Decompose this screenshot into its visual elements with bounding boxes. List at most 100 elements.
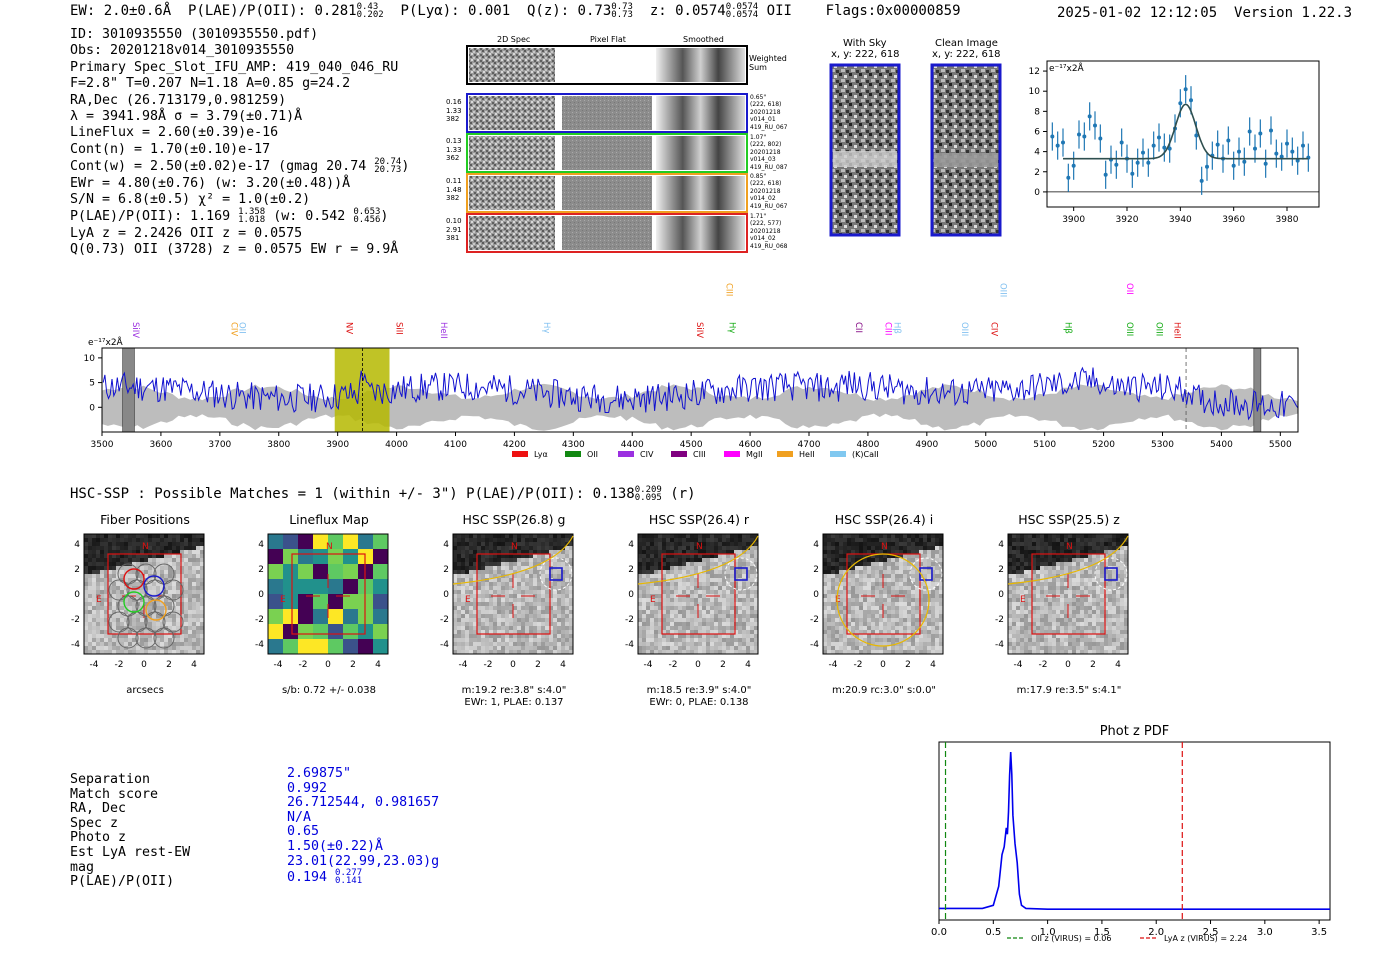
image-pixel xyxy=(750,550,754,554)
image-pixel xyxy=(1080,538,1084,542)
image-pixel xyxy=(509,594,513,598)
fiber-circle xyxy=(108,611,130,633)
image-pixel xyxy=(116,642,120,646)
image-pixel xyxy=(658,594,662,598)
image-pixel xyxy=(529,578,533,582)
image-pixel xyxy=(646,606,650,610)
image-pixel xyxy=(638,638,642,642)
image-pixel xyxy=(718,558,722,562)
image-pixel xyxy=(565,574,569,578)
image-pixel xyxy=(899,558,903,562)
image-pixel xyxy=(851,614,855,618)
image-pixel xyxy=(172,626,176,630)
image-pixel xyxy=(1104,614,1108,618)
image-pixel xyxy=(1104,650,1108,654)
image-pixel xyxy=(553,614,557,618)
spectrum-line-id: OII xyxy=(1124,283,1134,295)
image-pixel xyxy=(497,614,501,618)
image-pixel xyxy=(690,634,694,638)
image-pixel xyxy=(1072,638,1076,642)
image-pixel xyxy=(124,630,128,634)
image-pixel xyxy=(1084,602,1088,606)
image-pixel xyxy=(935,646,939,650)
image-pixel xyxy=(200,626,204,630)
image-pixel xyxy=(843,606,847,610)
image-pixel xyxy=(871,630,875,634)
image-pixel xyxy=(453,546,457,550)
image-pixel xyxy=(831,614,835,618)
image-pixel xyxy=(843,598,847,602)
lineflux-cell xyxy=(328,639,343,654)
image-pixel xyxy=(730,578,734,582)
image-pixel xyxy=(497,622,501,626)
image-pixel xyxy=(746,550,750,554)
image-pixel xyxy=(461,602,465,606)
image-pixel xyxy=(505,574,509,578)
aperture-box xyxy=(476,553,551,635)
image-pixel xyxy=(1008,558,1012,562)
image-pixel xyxy=(694,598,698,602)
image-pixel xyxy=(706,538,710,542)
image-pixel xyxy=(116,622,120,626)
image-pixel xyxy=(1036,534,1040,538)
image-pixel xyxy=(1016,594,1020,598)
image-pixel xyxy=(883,626,887,630)
image-pixel xyxy=(823,606,827,610)
image-pixel xyxy=(738,602,742,606)
image-pixel xyxy=(168,650,172,654)
image-pixel xyxy=(1116,546,1120,550)
image-pixel xyxy=(666,542,670,546)
image-pixel xyxy=(867,570,871,574)
image-pixel xyxy=(1076,582,1080,586)
image-pixel xyxy=(164,634,168,638)
image-pixel xyxy=(1080,550,1084,554)
image-pixel xyxy=(469,538,473,542)
image-pixel xyxy=(670,606,674,610)
image-pixel xyxy=(923,590,927,594)
image-pixel xyxy=(726,622,730,626)
image-pixel xyxy=(919,646,923,650)
image-pixel xyxy=(513,554,517,558)
image-pixel xyxy=(823,582,827,586)
image-pixel xyxy=(646,630,650,634)
image-pixel xyxy=(457,618,461,622)
image-pixel xyxy=(674,534,678,538)
image-pixel xyxy=(1016,550,1020,554)
image-pixel xyxy=(152,582,156,586)
image-pixel xyxy=(525,614,529,618)
image-pixel xyxy=(839,610,843,614)
image-pixel xyxy=(537,626,541,630)
image-pixel xyxy=(1068,566,1072,570)
info-radec: RA,Dec (26.713179,0.981259) xyxy=(70,92,287,108)
image-pixel xyxy=(871,582,875,586)
lineflux-cell xyxy=(358,639,373,654)
image-pixel xyxy=(557,622,561,626)
image-pixel xyxy=(654,646,658,650)
lineflux-cell xyxy=(328,609,343,624)
image-pixel xyxy=(100,554,104,558)
image-pixel xyxy=(1088,646,1092,650)
image-pixel xyxy=(638,562,642,566)
image-pixel xyxy=(879,626,883,630)
image-pixel xyxy=(164,650,168,654)
image-pixel xyxy=(529,574,533,578)
image-pixel xyxy=(172,594,176,598)
image-pixel xyxy=(746,598,750,602)
image-pixel xyxy=(112,606,116,610)
image-pixel xyxy=(1100,538,1104,542)
image-pixel xyxy=(453,622,457,626)
image-pixel xyxy=(750,578,754,582)
image-pixel xyxy=(927,642,931,646)
image-pixel xyxy=(1060,554,1064,558)
image-pixel xyxy=(509,546,513,550)
image-pixel xyxy=(88,590,92,594)
image-pixel xyxy=(196,582,200,586)
image-pixel xyxy=(533,574,537,578)
image-pixel xyxy=(879,538,883,542)
image-pixel xyxy=(509,570,513,574)
image-pixel xyxy=(923,574,927,578)
image-pixel xyxy=(501,598,505,602)
image-pixel xyxy=(461,594,465,598)
image-pixel xyxy=(192,570,196,574)
